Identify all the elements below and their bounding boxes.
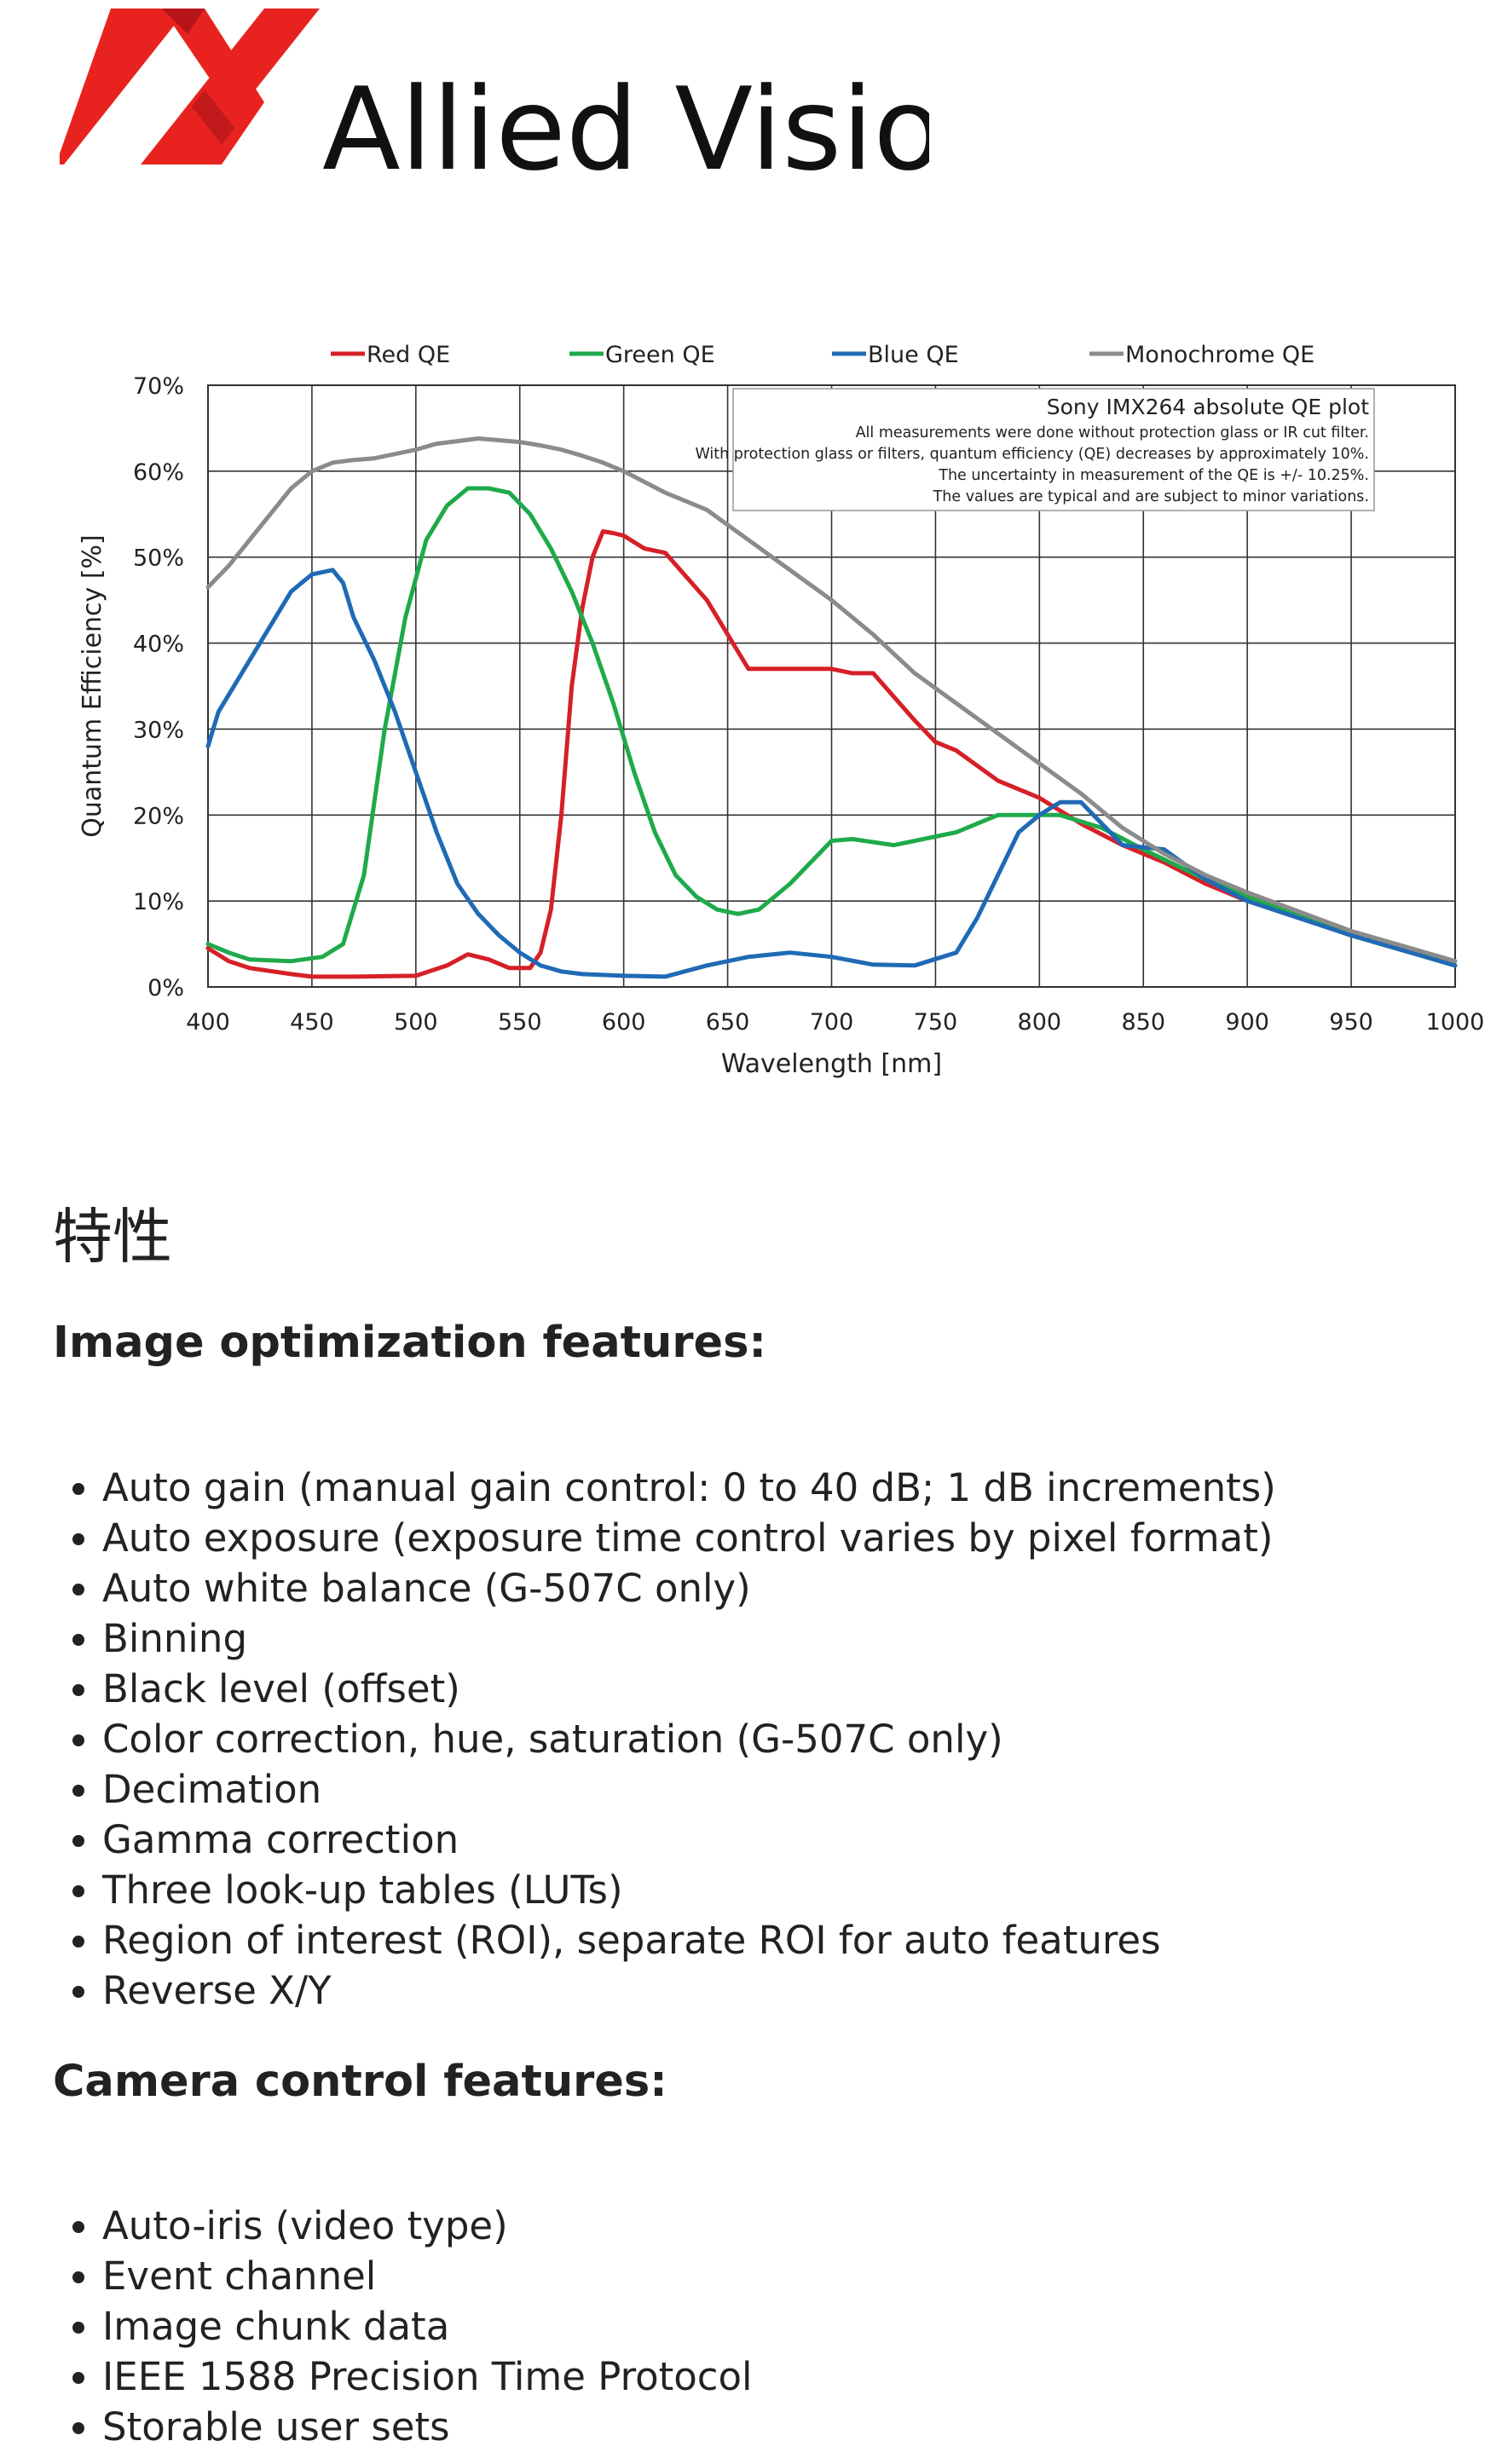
legend-label: Blue QE [868, 342, 959, 368]
y-tick-label: 20% [133, 803, 184, 829]
list-item: Region of interest (ROI), separate ROI f… [102, 1915, 1276, 1965]
list-item: Gamma correction [102, 1815, 1276, 1865]
list-item: IEEE 1588 Precision Time Protocol [102, 2351, 753, 2402]
y-tick-label: 50% [133, 545, 184, 572]
series-line [205, 568, 1458, 979]
y-tick-label: 0% [147, 975, 184, 1001]
x-tick-label: 600 [602, 1009, 646, 1036]
x-tick-label: 450 [290, 1009, 334, 1036]
list-item: Binning [102, 1613, 1276, 1664]
list-item: Auto gain (manual gain control: 0 to 40 … [102, 1463, 1276, 1513]
y-tick-label: 10% [133, 889, 184, 915]
y-tick-label: 70% [133, 373, 184, 400]
list-item: Auto white balance (G-507C only) [102, 1563, 1276, 1613]
note-box [732, 388, 1375, 511]
list-item: Auto exposure (exposure time control var… [102, 1513, 1276, 1563]
list-item: Decimation [102, 1764, 1276, 1815]
note-line: The uncertainty in measurement of the QE… [938, 467, 1369, 484]
list-item: Storable user sets [102, 2402, 753, 2452]
list-item: Black level (offset) [102, 1664, 1276, 1714]
list-item: Three look-up tables (LUTs) [102, 1865, 1276, 1915]
x-tick-label: 550 [498, 1009, 542, 1036]
section-heading: 特性 [53, 1202, 172, 1272]
legend-label: Monochrome QE [1125, 342, 1314, 368]
allied-vision-logo-mark [60, 9, 320, 164]
x-tick-label: 500 [394, 1009, 438, 1036]
note-line: With protection glass or filters, quantu… [695, 446, 1369, 463]
allied-vision-logo: Allied Vision [60, 9, 929, 179]
x-tick-label: 800 [1018, 1009, 1062, 1036]
brand-name: Allied Vision [322, 63, 929, 179]
list-item: Event channel [102, 2251, 753, 2301]
x-tick-label: 900 [1225, 1009, 1269, 1036]
x-axis-label: Wavelength [nm] [721, 1049, 942, 1079]
image-optimization-title: Image optimization features: [53, 1318, 766, 1368]
x-tick-label: 650 [706, 1009, 750, 1036]
y-tick-label: 40% [133, 632, 184, 658]
x-tick-label: 750 [914, 1009, 958, 1036]
note-line: The values are typical and are subject t… [933, 488, 1369, 505]
y-tick-label: 60% [133, 459, 184, 486]
series-line [205, 436, 1458, 964]
qe-chart: 400 450 500 550 600 650 700 750 800 850 900 950 1000… [78, 342, 1485, 1079]
note-line: All measurements were done without prote… [856, 424, 1369, 441]
image-optimization-list: Auto gain (manual gain control: 0 to 40 … [53, 1463, 1276, 2016]
note-title: Sony IMX264 absolute QE plot [1047, 395, 1369, 419]
legend-label: Red QE [367, 342, 450, 368]
camera-control-title: Camera control features: [53, 2057, 667, 2107]
list-item: Color correction, hue, saturation (G-507… [102, 1714, 1276, 1764]
x-tick-label: 1000 [1426, 1009, 1485, 1036]
x-tick-label: 950 [1329, 1009, 1373, 1036]
list-item: Auto-iris (video type) [102, 2201, 753, 2251]
legend-label: Green QE [605, 342, 715, 368]
x-tick-label: 850 [1121, 1009, 1165, 1036]
x-tick-label: 400 [186, 1009, 230, 1036]
x-tick-label: 700 [810, 1009, 854, 1036]
y-axis-label: Quantum Efficiency [%] [78, 534, 107, 838]
list-item: Reverse X/Y [102, 1965, 1276, 2016]
camera-control-list: Auto-iris (video type) Event channel Ima… [53, 2201, 753, 2452]
list-item: Image chunk data [102, 2301, 753, 2351]
y-tick-label: 30% [133, 717, 184, 743]
